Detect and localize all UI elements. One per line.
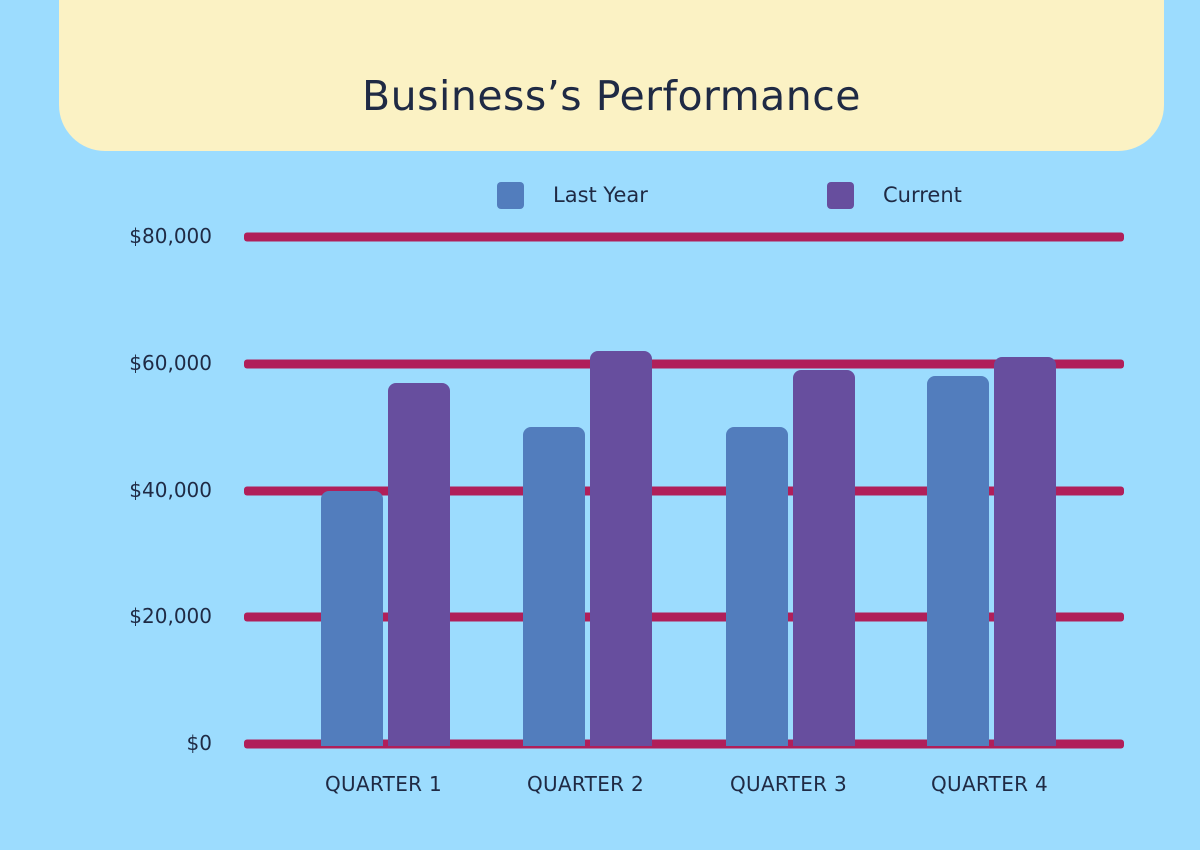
bar-last-year-q1 xyxy=(321,490,383,746)
bar-last-year-q4 xyxy=(927,376,989,746)
y-tick-label: $20,000 xyxy=(129,604,212,629)
legend-swatch-last-year xyxy=(497,181,524,209)
x-tick-label: QUARTER 2 xyxy=(526,772,645,796)
bar-last-year-q2 xyxy=(523,427,585,746)
y-tick-label: $60,000 xyxy=(129,350,212,375)
bar-current-q2 xyxy=(590,351,652,746)
x-tick-label: QUARTER 1 xyxy=(324,772,443,796)
legend-item-current: Current xyxy=(827,180,962,210)
legend-label: Last Year xyxy=(553,183,648,207)
gridline xyxy=(244,232,1124,242)
gridline xyxy=(244,612,1124,622)
bar-last-year-q3 xyxy=(726,427,788,746)
bar-current-q1 xyxy=(388,382,450,746)
gridline xyxy=(244,486,1124,495)
bar-current-q3 xyxy=(793,370,855,746)
x-tick-label: QUARTER 4 xyxy=(930,772,1049,796)
legend-item-last-year: Last Year xyxy=(497,180,648,210)
legend-label: Current xyxy=(883,183,962,207)
x-tick-label: QUARTER 3 xyxy=(729,772,848,796)
y-tick-label: $40,000 xyxy=(129,477,212,502)
gridline xyxy=(244,359,1124,369)
bar-current-q4 xyxy=(994,357,1056,746)
chart-title: Business’s Performance xyxy=(361,72,862,120)
legend-swatch-current xyxy=(827,181,854,209)
y-tick-label: $80,000 xyxy=(129,224,212,248)
header-card: Business’s Performance xyxy=(59,0,1164,151)
y-tick-label: $0 xyxy=(186,731,212,755)
gridline xyxy=(244,739,1124,749)
